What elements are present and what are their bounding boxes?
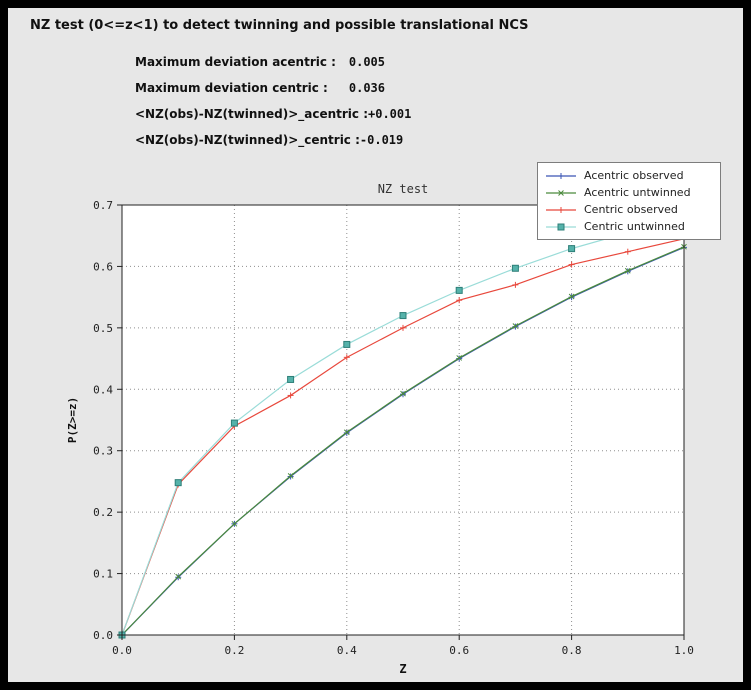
- chart-title: NZ test: [378, 182, 429, 196]
- svg-text:0.8: 0.8: [562, 644, 582, 657]
- svg-text:0.2: 0.2: [224, 644, 244, 657]
- plot-panel: NZ test (0<=z<1) to detect twinning and …: [8, 8, 743, 682]
- legend-line-sample: [546, 189, 576, 196]
- svg-text:1.0: 1.0: [674, 644, 694, 657]
- legend-line-sample: [546, 223, 576, 230]
- stat-label: <NZ(obs)-NZ(twinned)>_acentric :: [135, 107, 368, 121]
- svg-text:0.4: 0.4: [93, 383, 113, 396]
- legend-item: Centric untwinned: [544, 218, 714, 235]
- chart-legend: Acentric observed Acentric untwinned Centr…: [537, 162, 721, 240]
- legend-item: Acentric untwinned: [544, 184, 714, 201]
- legend-label: Acentric untwinned: [584, 186, 691, 199]
- y-axis-label: P(Z>=z): [66, 397, 79, 443]
- legend-label: Centric untwinned: [584, 220, 685, 233]
- legend-label: Centric observed: [584, 203, 678, 216]
- svg-text:0.1: 0.1: [93, 568, 113, 581]
- stat-row: <NZ(obs)-NZ(twinned)>_acentric : +0.001: [135, 107, 411, 123]
- svg-text:0.4: 0.4: [337, 644, 357, 657]
- legend-label: Acentric observed: [584, 169, 684, 182]
- svg-text:0.0: 0.0: [112, 644, 132, 657]
- x-axis-label: Z: [399, 662, 406, 676]
- nz-test-chart: 0.0 0.2 0.4 0.6 0.8 1.0 0.0 0.1 0.2 0.3 0.4 0.5 0.6 0…: [66, 182, 694, 676]
- svg-text:0.6: 0.6: [449, 644, 469, 657]
- legend-line-sample: [546, 172, 576, 179]
- svg-text:0.6: 0.6: [93, 260, 113, 273]
- svg-text:0.3: 0.3: [93, 445, 113, 458]
- svg-text:0.0: 0.0: [93, 629, 113, 642]
- stat-row: Maximum deviation centric : 0.036: [135, 81, 385, 97]
- legend-item: Acentric observed: [544, 167, 714, 184]
- stat-label: Maximum deviation acentric :: [135, 55, 336, 69]
- stat-label: Maximum deviation centric :: [135, 81, 328, 95]
- stat-value: 0.036: [348, 81, 385, 95]
- stat-value: +0.001: [368, 107, 412, 121]
- stat-row: Maximum deviation acentric : 0.005: [135, 55, 385, 71]
- stat-label: <NZ(obs)-NZ(twinned)>_centric :: [135, 133, 360, 147]
- svg-text:0.7: 0.7: [93, 199, 113, 212]
- legend-line-sample: [546, 206, 576, 213]
- stat-value: -0.019: [359, 133, 404, 147]
- stat-row: <NZ(obs)-NZ(twinned)>_centric : -0.019: [135, 133, 403, 149]
- svg-text:0.2: 0.2: [93, 506, 113, 519]
- stat-value: 0.005: [348, 55, 385, 69]
- svg-text:0.5: 0.5: [93, 322, 113, 335]
- legend-item: Centric observed: [544, 201, 714, 218]
- page-title: NZ test (0<=z<1) to detect twinning and …: [30, 18, 529, 33]
